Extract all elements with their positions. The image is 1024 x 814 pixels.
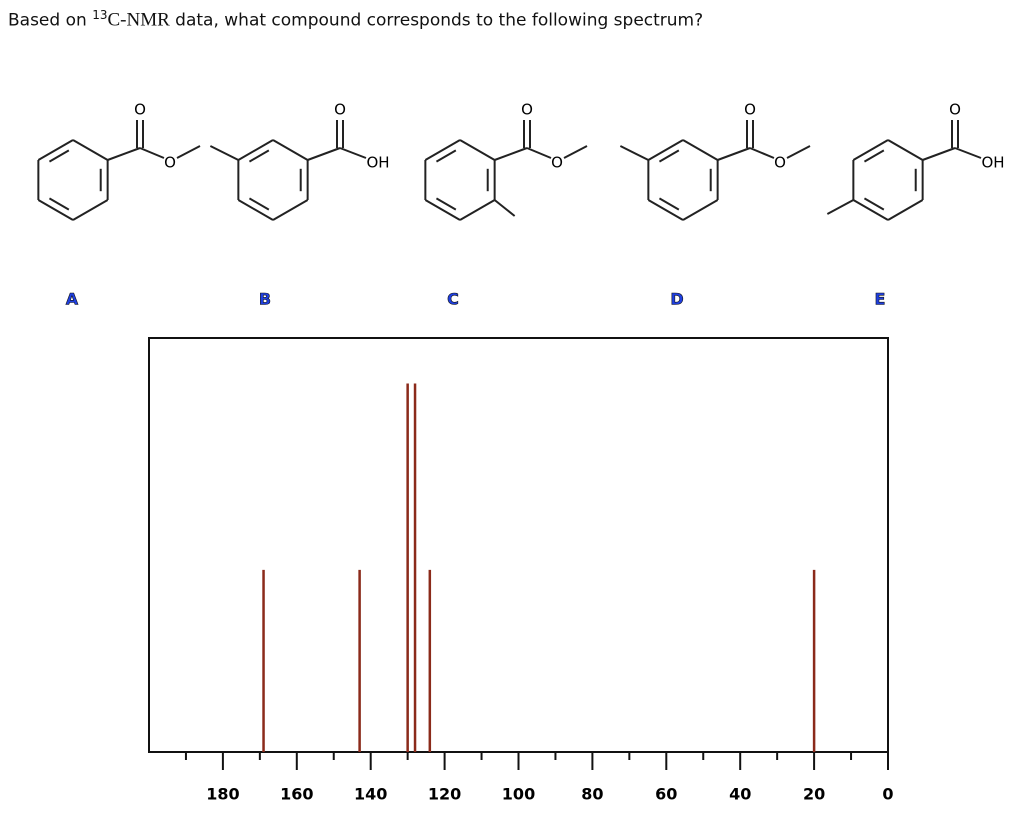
atom-label: O xyxy=(134,101,146,119)
ring-bond xyxy=(647,139,684,161)
ring-bond xyxy=(682,199,719,221)
x-tick-label: 160 xyxy=(280,785,313,804)
bond xyxy=(107,147,141,161)
nucleus: C-NMR xyxy=(107,9,170,31)
atom-label: O xyxy=(774,154,786,172)
ring-bond xyxy=(72,199,109,221)
ring-bond xyxy=(682,139,719,161)
methyl-bond xyxy=(209,145,239,161)
bond xyxy=(717,147,751,161)
compound-label: E xyxy=(875,290,886,309)
x-tick-label: 100 xyxy=(502,785,535,804)
ring-bond xyxy=(37,139,74,161)
isotope: 13 xyxy=(92,8,108,22)
bond xyxy=(749,147,775,159)
ring-bond xyxy=(647,199,684,221)
x-tick-label: 20 xyxy=(803,785,825,804)
methyl-bond xyxy=(619,145,649,161)
atom-label: O xyxy=(164,154,176,172)
compound-label: D xyxy=(670,290,683,309)
ring-bond xyxy=(237,199,274,221)
x-tick-label: 80 xyxy=(581,785,603,804)
compound-label: A xyxy=(66,290,79,309)
question-suffix: data, what compound corresponds to the f… xyxy=(175,10,704,31)
ring-double-bond xyxy=(248,149,270,163)
ring-bond xyxy=(272,139,309,161)
ring-double-bond xyxy=(658,197,680,211)
question: Based on 13C-NMR data, what compound cor… xyxy=(8,8,703,32)
compound-label: C xyxy=(447,290,459,309)
ring-bond xyxy=(887,199,924,221)
atom-label: O xyxy=(949,101,961,119)
x-tick-label: 0 xyxy=(882,785,893,804)
ring-double-bond xyxy=(863,197,885,211)
bond xyxy=(526,147,552,159)
ring-bond xyxy=(237,139,274,161)
question-prefix: Based on xyxy=(8,10,87,31)
ring-double-bond xyxy=(658,149,680,163)
ring-bond xyxy=(272,199,309,221)
atom-label: OH xyxy=(981,154,1004,172)
bond xyxy=(922,147,956,161)
x-tick-label: 140 xyxy=(354,785,387,804)
ring-double-bond xyxy=(435,149,457,163)
bond xyxy=(563,145,588,159)
methyl-bond xyxy=(494,199,516,217)
ring-bond xyxy=(72,139,109,161)
plot-frame xyxy=(148,337,889,753)
ring-bond xyxy=(852,139,889,161)
ring-double-bond xyxy=(48,197,70,211)
atom-label: O xyxy=(334,101,346,119)
atom-label: O xyxy=(521,101,533,119)
atom-label: OH xyxy=(366,154,389,172)
bond xyxy=(307,147,341,161)
ring-bond xyxy=(887,139,924,161)
x-tick-label: 120 xyxy=(428,785,461,804)
bond xyxy=(176,145,201,159)
compound-label: B xyxy=(259,290,271,309)
bond xyxy=(494,147,528,161)
methyl-bond xyxy=(826,199,854,215)
ring-double-bond xyxy=(863,149,885,163)
atom-label: O xyxy=(744,101,756,119)
ring-double-bond xyxy=(248,197,270,211)
ring-double-bond xyxy=(48,149,70,163)
ring-bond xyxy=(459,139,496,161)
ring-bond xyxy=(37,199,74,221)
x-tick-label: 40 xyxy=(729,785,751,804)
bond xyxy=(954,147,982,159)
ring-bond xyxy=(424,199,461,221)
ring-double-bond xyxy=(435,197,457,211)
bond xyxy=(786,145,811,159)
x-tick-label: 60 xyxy=(655,785,677,804)
bond xyxy=(339,147,367,159)
bond xyxy=(139,147,165,159)
ring-bond xyxy=(459,199,496,221)
ring-bond xyxy=(852,199,889,221)
atom-label: O xyxy=(551,154,563,172)
x-tick-label: 180 xyxy=(206,785,239,804)
ring-bond xyxy=(424,139,461,161)
